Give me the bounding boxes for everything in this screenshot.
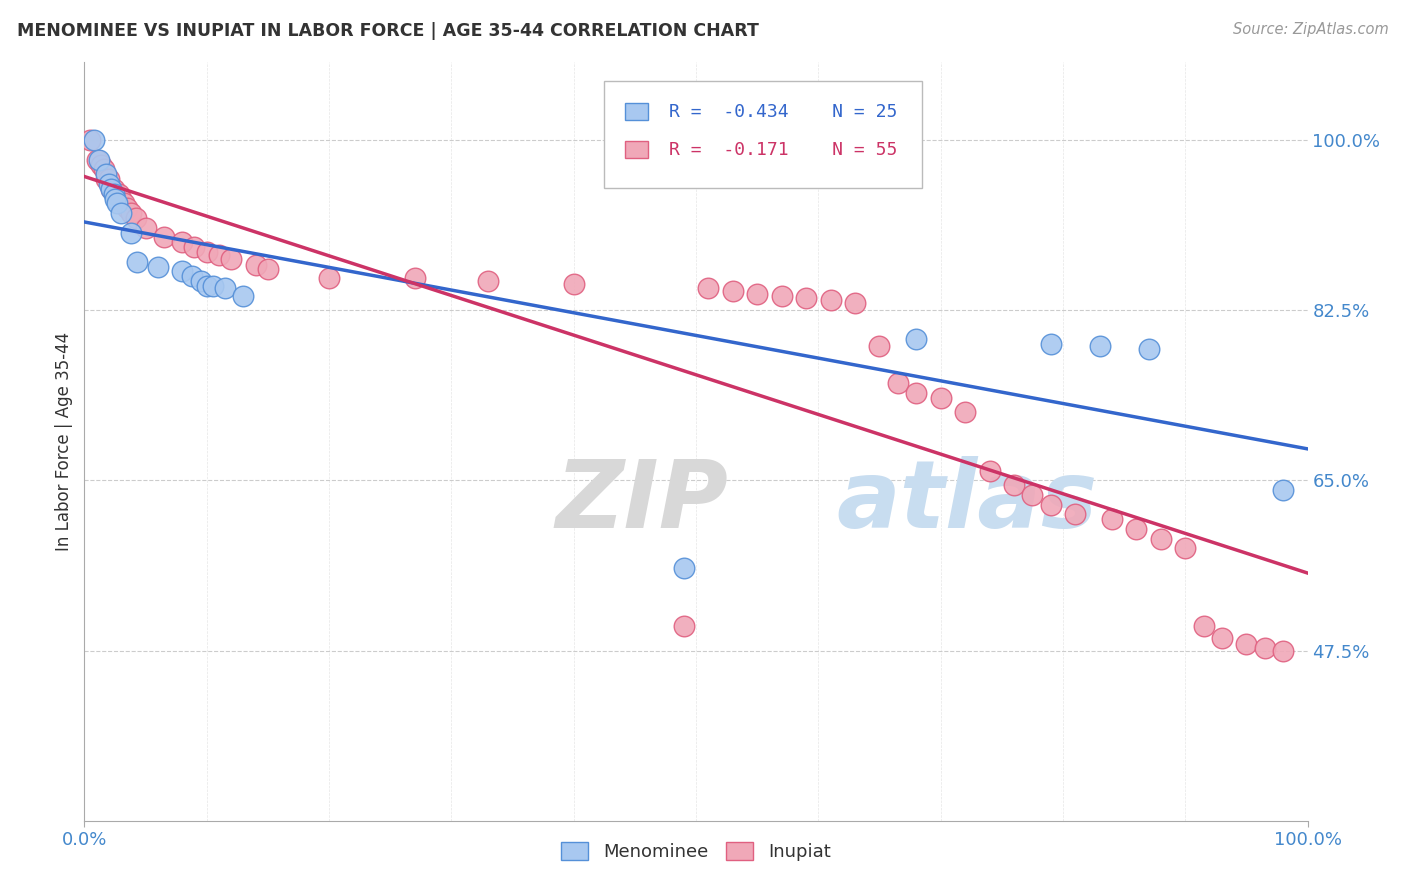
- Point: [232, 289, 254, 303]
- Point: [1254, 640, 1277, 655]
- Point: [87, 153, 110, 167]
- Text: ZIP: ZIP: [555, 456, 728, 549]
- Point: [770, 289, 793, 303]
- Point: [107, 186, 129, 201]
- Point: [844, 295, 866, 310]
- Point: [79, 133, 101, 147]
- Point: [183, 240, 205, 254]
- FancyBboxPatch shape: [626, 103, 648, 120]
- Point: [794, 291, 817, 305]
- Point: [887, 376, 910, 391]
- Point: [146, 260, 169, 274]
- Point: [125, 211, 148, 225]
- Point: [110, 192, 132, 206]
- Point: [103, 182, 125, 196]
- Text: MENOMINEE VS INUPIAT IN LABOR FORCE | AGE 35-44 CORRELATION CHART: MENOMINEE VS INUPIAT IN LABOR FORCE | AG…: [17, 22, 759, 40]
- Text: Source: ZipAtlas.com: Source: ZipAtlas.com: [1233, 22, 1389, 37]
- Point: [201, 279, 224, 293]
- Point: [135, 220, 157, 235]
- Point: [120, 206, 142, 220]
- Point: [979, 464, 1001, 478]
- Point: [195, 244, 218, 259]
- Point: [172, 235, 194, 250]
- Point: [477, 274, 499, 288]
- Point: [96, 167, 118, 181]
- Y-axis label: In Labor Force | Age 35-44: In Labor Force | Age 35-44: [55, 332, 73, 551]
- Point: [929, 391, 952, 405]
- Point: [190, 274, 212, 288]
- FancyBboxPatch shape: [626, 141, 648, 158]
- Point: [105, 196, 128, 211]
- Point: [100, 182, 122, 196]
- Point: [115, 201, 138, 215]
- Point: [153, 230, 176, 244]
- Point: [105, 186, 128, 201]
- Point: [125, 254, 148, 268]
- Point: [318, 271, 340, 285]
- Point: [90, 157, 112, 171]
- Point: [1088, 339, 1111, 353]
- Text: R =  -0.171    N = 55: R = -0.171 N = 55: [669, 141, 897, 159]
- Point: [1101, 512, 1123, 526]
- Point: [1021, 488, 1043, 502]
- Point: [1272, 643, 1295, 657]
- Point: [86, 153, 108, 167]
- Point: [1192, 619, 1215, 633]
- Point: [195, 279, 218, 293]
- Point: [1039, 337, 1062, 351]
- Point: [672, 619, 695, 633]
- Point: [257, 261, 280, 276]
- Point: [208, 248, 231, 262]
- Point: [562, 277, 585, 291]
- Point: [97, 172, 120, 186]
- Point: [697, 281, 720, 295]
- Point: [820, 293, 842, 307]
- Point: [1236, 637, 1258, 651]
- Point: [1272, 483, 1295, 497]
- Point: [747, 286, 769, 301]
- Point: [1137, 342, 1160, 356]
- Legend: Menominee, Inupiat: Menominee, Inupiat: [554, 835, 838, 869]
- Point: [245, 258, 267, 272]
- Point: [1039, 498, 1062, 512]
- Point: [721, 284, 744, 298]
- Point: [100, 182, 122, 196]
- Point: [404, 271, 426, 285]
- Point: [181, 269, 204, 284]
- Point: [172, 264, 194, 278]
- Point: [103, 186, 125, 201]
- Point: [1211, 631, 1233, 645]
- Text: atlas: atlas: [837, 456, 1098, 549]
- Point: [96, 172, 118, 186]
- Point: [104, 192, 127, 206]
- Point: [83, 133, 105, 147]
- Text: R =  -0.434    N = 25: R = -0.434 N = 25: [669, 103, 897, 120]
- Point: [905, 386, 928, 401]
- Point: [1002, 478, 1025, 492]
- Point: [953, 405, 976, 419]
- Point: [672, 561, 695, 575]
- Point: [905, 333, 928, 347]
- Point: [214, 281, 236, 295]
- Point: [93, 162, 115, 177]
- Point: [112, 196, 135, 211]
- FancyBboxPatch shape: [605, 81, 922, 187]
- Point: [1174, 541, 1197, 556]
- Point: [1150, 532, 1173, 546]
- Point: [120, 226, 142, 240]
- Point: [110, 206, 132, 220]
- Point: [1125, 522, 1147, 536]
- Point: [869, 339, 891, 353]
- Point: [97, 177, 120, 191]
- Point: [219, 252, 242, 266]
- Point: [1064, 508, 1087, 522]
